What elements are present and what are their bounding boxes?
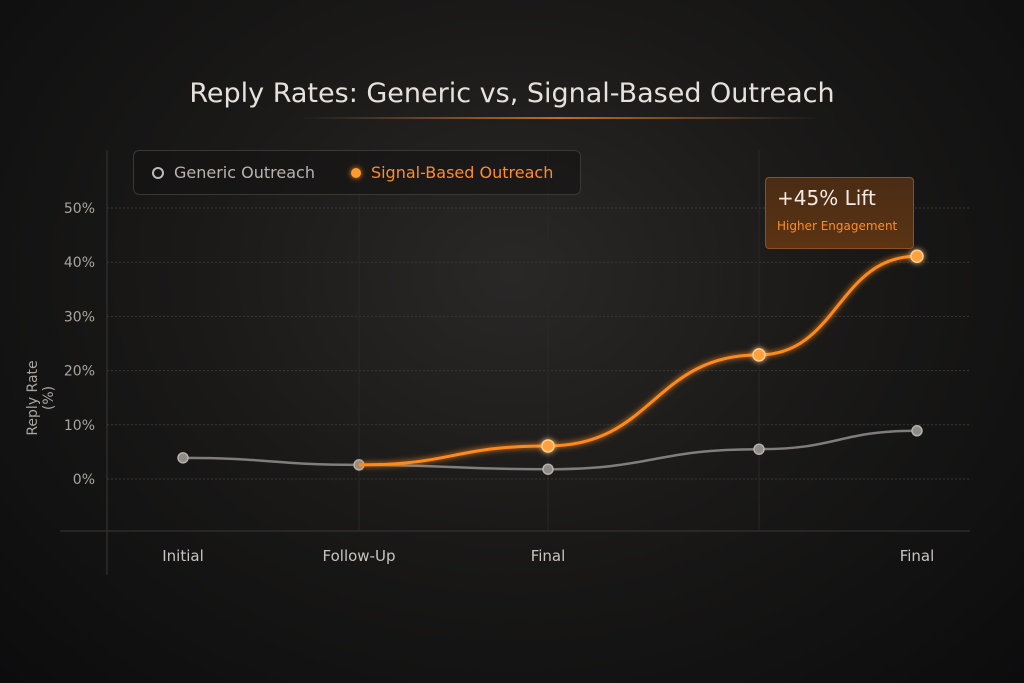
data-point-generic <box>753 443 765 455</box>
y-axis-label: Reply Rate (%) <box>25 360 57 436</box>
legend-label-generic: Generic Outreach <box>174 163 315 182</box>
y-tick-label: 10% <box>64 418 95 434</box>
legend-item-generic: Generic Outreach <box>152 163 315 182</box>
callout-headline: +45% Lift <box>777 186 876 210</box>
data-point-generic <box>177 452 189 464</box>
callout-subtext: Higher Engagement <box>777 219 898 233</box>
x-tick-label: Follow-Up <box>323 547 396 565</box>
hollow-circle-icon <box>152 166 164 179</box>
title-underline <box>300 117 820 119</box>
x-tick-label: Final <box>900 547 935 565</box>
data-point-signal <box>541 439 555 453</box>
y-tick-label: 20% <box>64 364 95 380</box>
series-line-signal <box>358 254 918 467</box>
data-point-signal <box>752 348 766 362</box>
y-tick-label: 0% <box>73 472 95 488</box>
chart-title: Reply Rates: Generic vs, Signal-Based Ou… <box>189 78 835 109</box>
x-tick-label: Final <box>531 547 566 565</box>
legend-label-signal: Signal-Based Outreach <box>370 163 554 182</box>
y-tick-label: 30% <box>64 309 95 325</box>
y-tick-label: 40% <box>64 255 95 271</box>
legend: Generic Outreach Signal-Based Outreach <box>133 150 581 195</box>
x-tick-label: Initial <box>162 547 204 565</box>
data-point-signal <box>910 249 924 263</box>
y-tick-label: 50% <box>64 201 95 217</box>
data-point-generic <box>911 425 923 437</box>
lift-callout: +45% Lift Higher Engagement <box>765 177 914 249</box>
filled-circle-icon <box>350 167 361 178</box>
data-point-generic <box>542 463 554 475</box>
legend-item-signal: Signal-Based Outreach <box>350 163 554 182</box>
